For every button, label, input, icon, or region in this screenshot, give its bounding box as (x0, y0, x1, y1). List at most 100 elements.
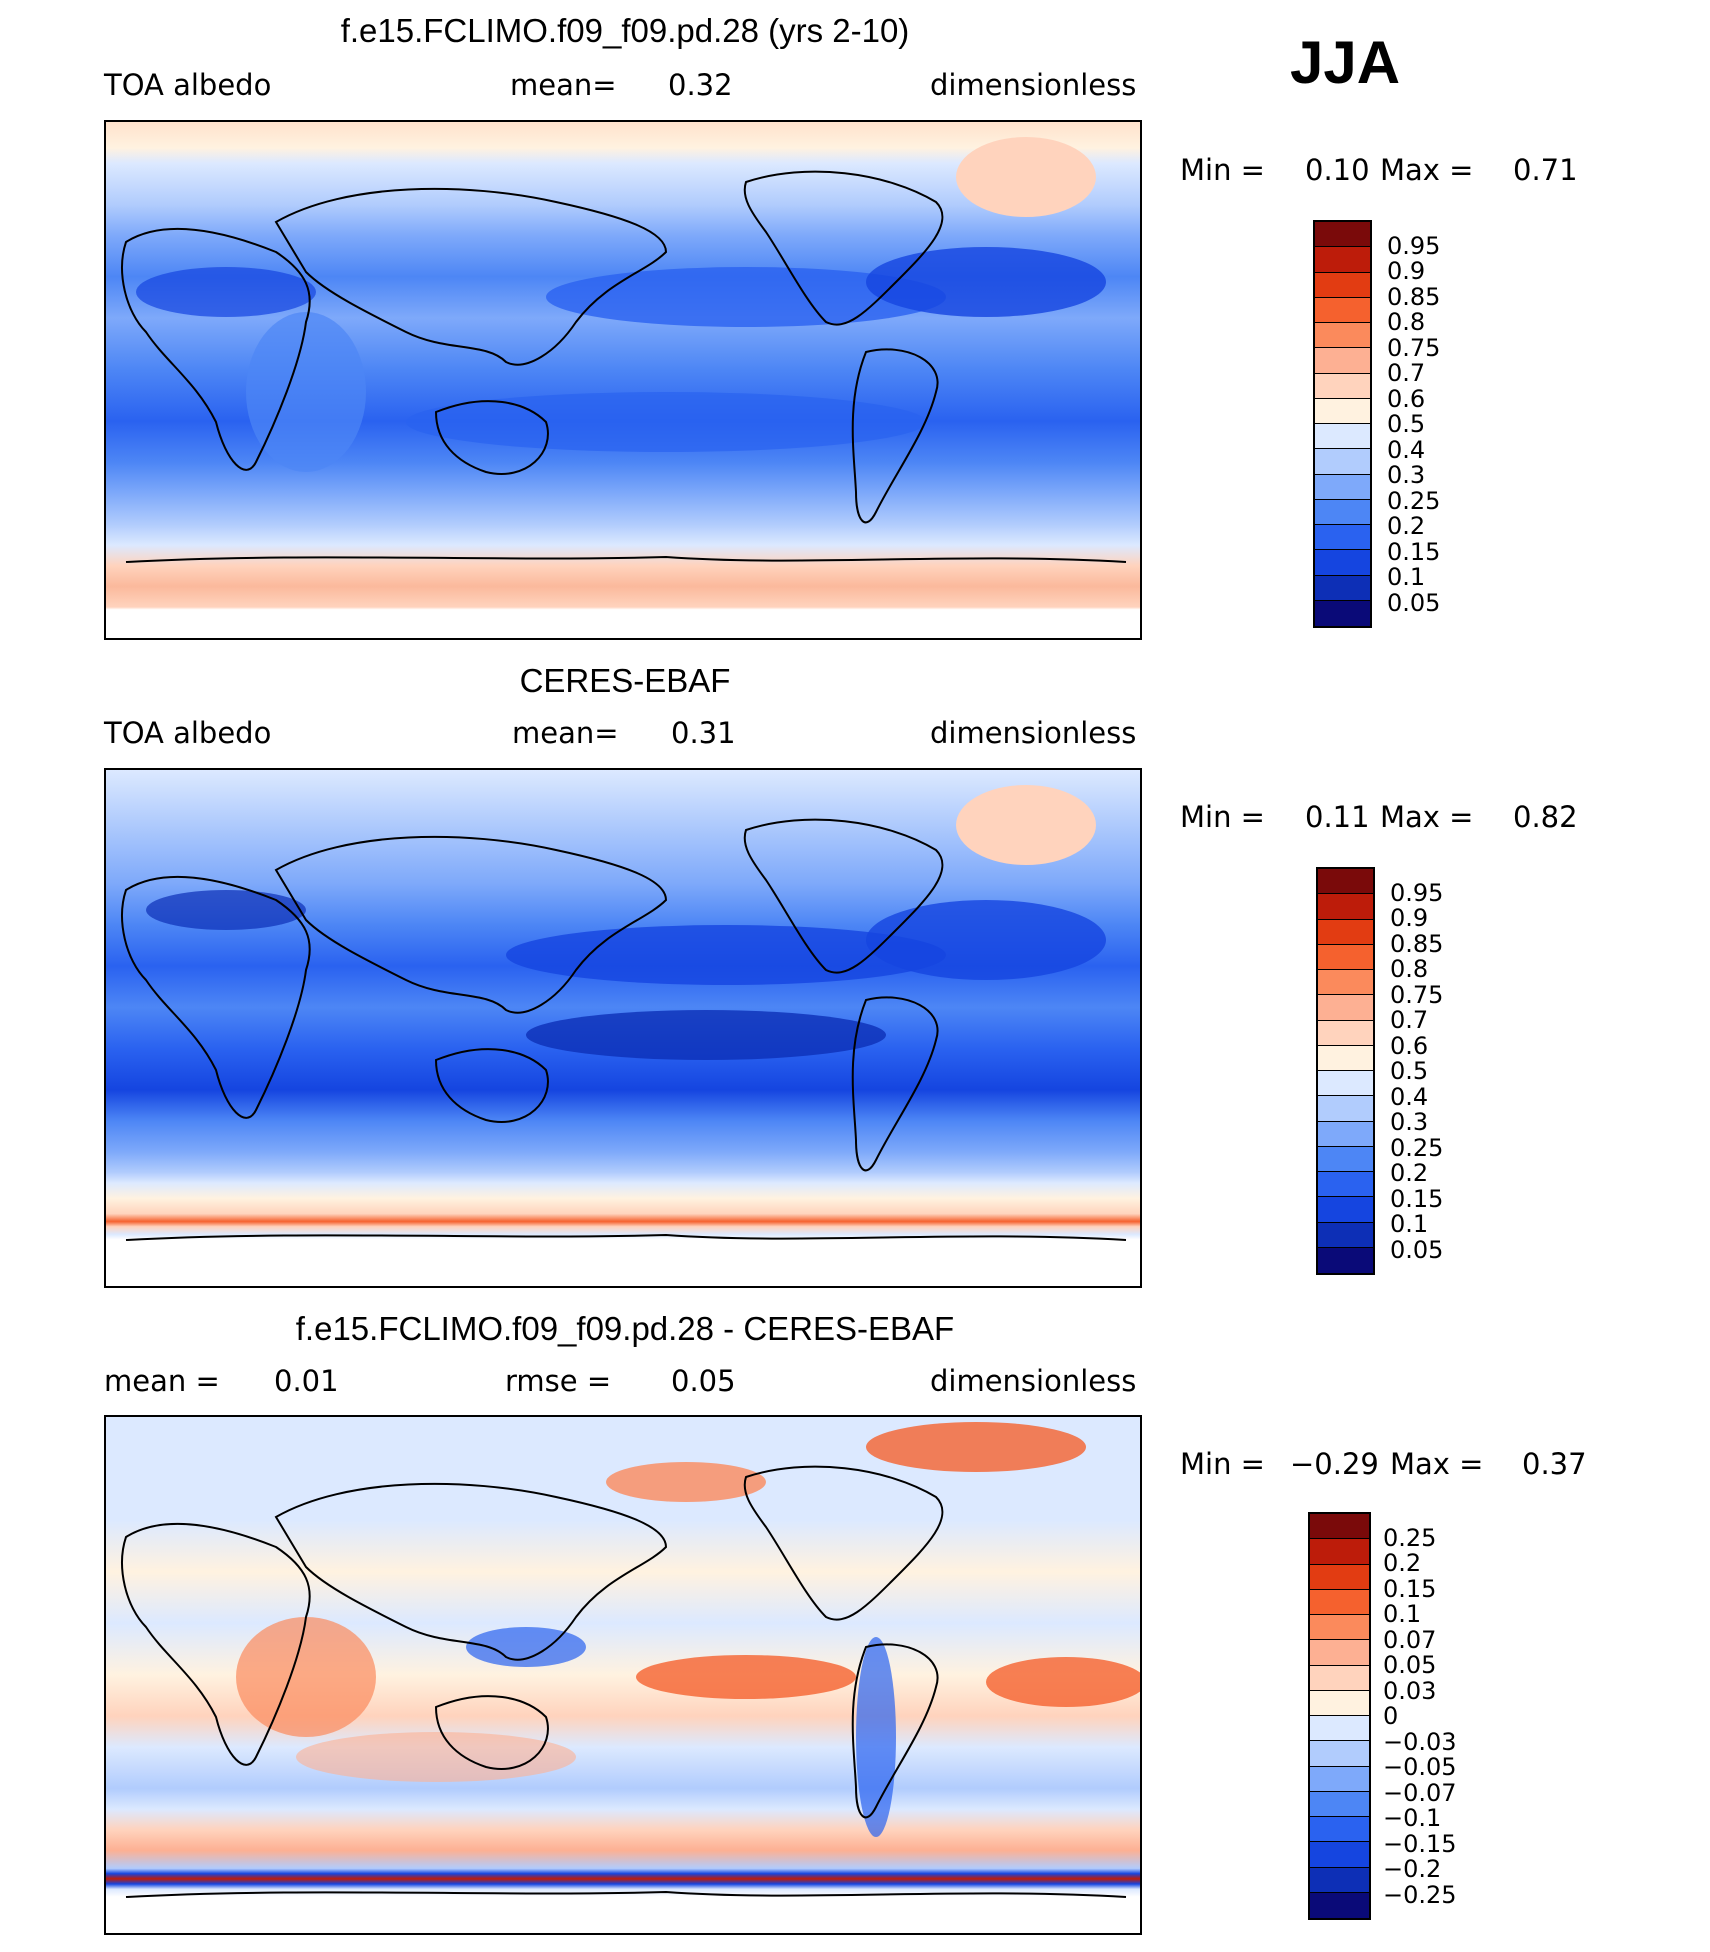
colorbar-tick-label: 0 (1383, 1702, 1399, 1730)
colorbar-tick-label: 0.4 (1390, 1082, 1429, 1111)
colorbar-segment (1315, 499, 1370, 525)
colorbar-tick-label: 0.2 (1390, 1159, 1429, 1187)
colorbar-tick-label: −0.2 (1383, 1855, 1442, 1883)
colorbar-tick-label: 0.7 (1390, 1006, 1429, 1034)
colorbar-tick-label: 0.85 (1390, 929, 1444, 958)
colorbar-segment (1315, 222, 1370, 248)
colorbar-tick-label: 0.25 (1387, 486, 1441, 515)
panel-2-colorbar-labels: 0.95 0.9 0.85 0.8 0.75 0.7 0.6 0.5 0.4 0.3 0.25 0.2… (1390, 867, 1490, 1275)
colorbar-tick-label: 0.05 (1387, 588, 1441, 617)
panel-3-colorbar (1308, 1512, 1371, 1920)
colorbar-tick-label: 0.75 (1387, 333, 1441, 362)
colorbar-tick-label: 0.2 (1387, 512, 1426, 540)
colorbar-segment (1310, 1766, 1369, 1792)
colorbar-tick-label: −0.03 (1383, 1727, 1457, 1756)
panel-1-min-value: 0.10 (1305, 153, 1370, 187)
colorbar-tick-label: 0.9 (1387, 257, 1426, 285)
panel-1-map-field (106, 122, 1140, 638)
colorbar-tick-label: 0.15 (1387, 537, 1441, 566)
colorbar-segment (1318, 1146, 1373, 1172)
colorbar-segment (1315, 600, 1370, 626)
panel-3-min-value: −0.29 (1290, 1447, 1379, 1481)
panel-1-mean-label: mean= (510, 68, 617, 102)
panel-3-map (104, 1415, 1142, 1935)
colorbar-segment (1315, 348, 1370, 374)
colorbar-tick-label: −0.05 (1383, 1753, 1457, 1781)
colorbar-tick-label: −0.1 (1383, 1804, 1442, 1832)
colorbar-segment (1315, 474, 1370, 500)
panel-2-variable-label: TOA albedo (104, 716, 272, 750)
colorbar-tick-label: −0.25 (1383, 1880, 1457, 1909)
colorbar-segment (1318, 869, 1373, 895)
colorbar-tick-label: 0.75 (1390, 980, 1444, 1009)
colorbar-tick-label: 0.1 (1387, 563, 1426, 591)
colorbar-segment (1315, 525, 1370, 551)
colorbar-tick-label: 0.4 (1387, 435, 1426, 464)
panel-1-mean-value: 0.32 (668, 68, 733, 102)
colorbar-tick-label: 0.05 (1390, 1235, 1444, 1264)
panel-2-max-label: Max = (1380, 800, 1474, 834)
colorbar-segment (1310, 1741, 1369, 1767)
colorbar-segment (1315, 398, 1370, 424)
colorbar-tick-label: 0.8 (1387, 308, 1426, 336)
panel-2-mean-value: 0.31 (671, 716, 736, 750)
colorbar-segment (1310, 1716, 1369, 1742)
panel-3-mean-label: mean = (104, 1364, 220, 1398)
colorbar-tick-label: 0.5 (1387, 410, 1426, 438)
panel-1-map (104, 120, 1142, 640)
colorbar-segment (1315, 575, 1370, 601)
panel-1-max-value: 0.71 (1513, 153, 1578, 187)
colorbar-segment (1315, 550, 1370, 576)
colorbar-tick-label: 0.3 (1390, 1108, 1429, 1136)
colorbar-segment (1318, 1071, 1373, 1097)
panel-3-title: f.e15.FCLIMO.f09_f09.pd.28 - CERES-EBAF (295, 1310, 955, 1347)
colorbar-tick-label: 0.2 (1383, 1549, 1422, 1577)
season-label: JJA (1290, 29, 1401, 96)
colorbar-segment (1315, 247, 1370, 273)
colorbar-segment (1318, 944, 1373, 970)
colorbar-segment (1310, 1514, 1369, 1540)
panel-3-max-value: 0.37 (1522, 1447, 1587, 1481)
colorbar-tick-label: −0.07 (1383, 1778, 1457, 1807)
colorbar-segment (1310, 1867, 1369, 1893)
colorbar-segment (1310, 1564, 1369, 1590)
panel-3-min-label: Min = (1180, 1447, 1265, 1481)
panel-2-title: CERES-EBAF (519, 662, 731, 699)
colorbar-segment (1310, 1817, 1369, 1843)
colorbar-segment (1310, 1640, 1369, 1666)
panel-2-map (104, 768, 1142, 1288)
panel-1-colorbar (1313, 220, 1372, 628)
panel-1-variable-label: TOA albedo (104, 68, 272, 102)
colorbar-segment (1315, 272, 1370, 298)
colorbar-segment (1318, 1045, 1373, 1071)
panel-2-units: dimensionless (930, 716, 1137, 750)
panel-1-colorbar-labels: 0.95 0.9 0.85 0.8 0.75 0.7 0.6 0.5 0.4 0.3 0.25 0.2… (1387, 220, 1487, 628)
colorbar-tick-label: 0.07 (1383, 1625, 1437, 1654)
colorbar-segment (1310, 1589, 1369, 1615)
colorbar-segment (1318, 970, 1373, 996)
colorbar-segment (1310, 1665, 1369, 1691)
colorbar-tick-label: 0.95 (1387, 231, 1441, 260)
panel-3-units: dimensionless (930, 1364, 1137, 1398)
colorbar-segment (1315, 373, 1370, 399)
colorbar-segment (1318, 1121, 1373, 1147)
colorbar-tick-label: 0.6 (1387, 384, 1426, 413)
panel-3-mean-value: 0.01 (274, 1364, 339, 1398)
panel-1-min-label: Min = (1180, 153, 1265, 187)
colorbar-tick-label: 0.95 (1390, 878, 1444, 907)
colorbar-tick-label: 0.8 (1390, 955, 1429, 983)
colorbar-segment (1310, 1842, 1369, 1868)
panel-2-map-field (106, 770, 1140, 1286)
colorbar-segment (1315, 297, 1370, 323)
colorbar-tick-label: 0.05 (1383, 1651, 1437, 1679)
colorbar-tick-label: 0.03 (1383, 1676, 1437, 1705)
panel-2-colorbar (1316, 867, 1375, 1275)
panel-2-min-label: Min = (1180, 800, 1265, 834)
colorbar-tick-label: 0.15 (1390, 1184, 1444, 1213)
colorbar-segment (1318, 919, 1373, 945)
colorbar-segment (1318, 995, 1373, 1021)
colorbar-tick-label: 0.85 (1387, 282, 1441, 311)
colorbar-tick-label: 0.25 (1390, 1133, 1444, 1162)
colorbar-tick-label: 0.7 (1387, 359, 1426, 387)
panel-3-max-label: Max = (1390, 1447, 1484, 1481)
